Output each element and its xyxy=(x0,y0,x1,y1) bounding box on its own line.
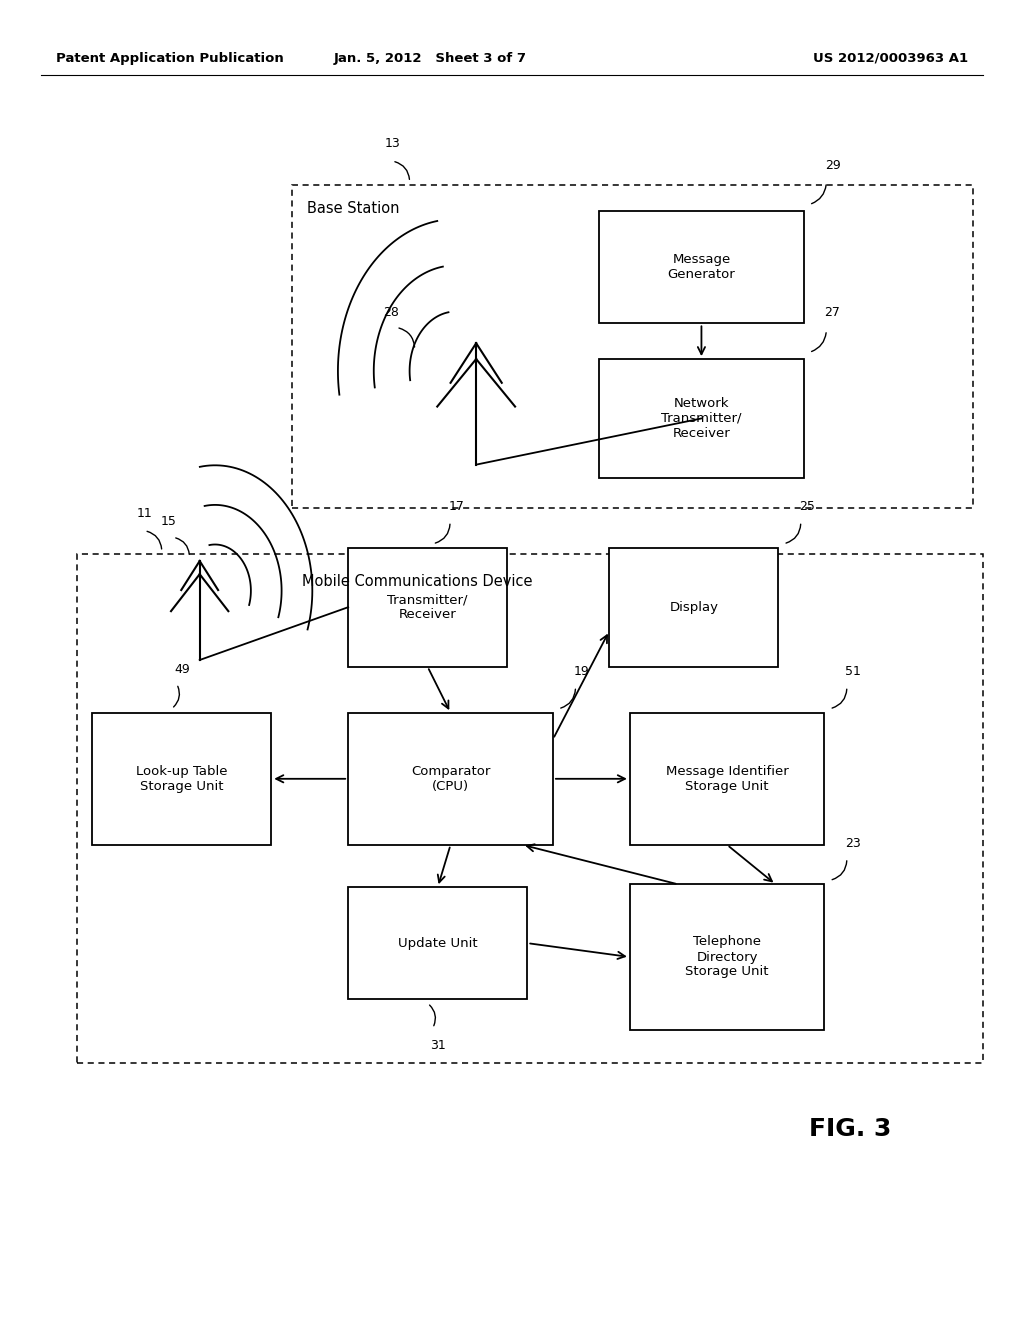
Text: 29: 29 xyxy=(824,158,841,172)
Text: Comparator
(CPU): Comparator (CPU) xyxy=(411,764,490,793)
Text: 27: 27 xyxy=(824,306,841,319)
Text: Display: Display xyxy=(670,601,718,614)
FancyBboxPatch shape xyxy=(630,713,824,845)
Text: 11: 11 xyxy=(136,507,153,520)
Text: 15: 15 xyxy=(161,515,177,528)
Text: 51: 51 xyxy=(845,665,861,678)
FancyBboxPatch shape xyxy=(630,884,824,1030)
Text: 13: 13 xyxy=(384,137,400,150)
Text: Message
Generator: Message Generator xyxy=(668,253,735,281)
Text: 23: 23 xyxy=(845,837,861,850)
Text: 25: 25 xyxy=(799,500,815,513)
Text: 31: 31 xyxy=(430,1039,445,1052)
Text: Jan. 5, 2012   Sheet 3 of 7: Jan. 5, 2012 Sheet 3 of 7 xyxy=(334,51,526,65)
Text: Network
Transmitter/
Receiver: Network Transmitter/ Receiver xyxy=(662,397,741,440)
Text: 28: 28 xyxy=(383,306,399,319)
FancyBboxPatch shape xyxy=(348,548,507,667)
Text: FIG. 3: FIG. 3 xyxy=(809,1117,891,1140)
Text: Patent Application Publication: Patent Application Publication xyxy=(56,51,284,65)
Text: Look-up Table
Storage Unit: Look-up Table Storage Unit xyxy=(136,764,227,793)
Text: 19: 19 xyxy=(573,665,590,678)
FancyBboxPatch shape xyxy=(599,211,804,323)
Text: Message Identifier
Storage Unit: Message Identifier Storage Unit xyxy=(666,764,788,793)
FancyBboxPatch shape xyxy=(348,713,553,845)
Text: Transmitter/
Receiver: Transmitter/ Receiver xyxy=(387,593,468,622)
FancyBboxPatch shape xyxy=(609,548,778,667)
Text: Update Unit: Update Unit xyxy=(398,937,477,949)
Text: US 2012/0003963 A1: US 2012/0003963 A1 xyxy=(813,51,968,65)
Text: Telephone
Directory
Storage Unit: Telephone Directory Storage Unit xyxy=(685,936,769,978)
Text: 17: 17 xyxy=(449,500,464,513)
Text: Base Station: Base Station xyxy=(307,201,399,215)
FancyBboxPatch shape xyxy=(92,713,271,845)
FancyBboxPatch shape xyxy=(599,359,804,478)
Text: 49: 49 xyxy=(174,663,189,676)
Text: Mobile Communications Device: Mobile Communications Device xyxy=(302,574,532,589)
FancyBboxPatch shape xyxy=(348,887,527,999)
